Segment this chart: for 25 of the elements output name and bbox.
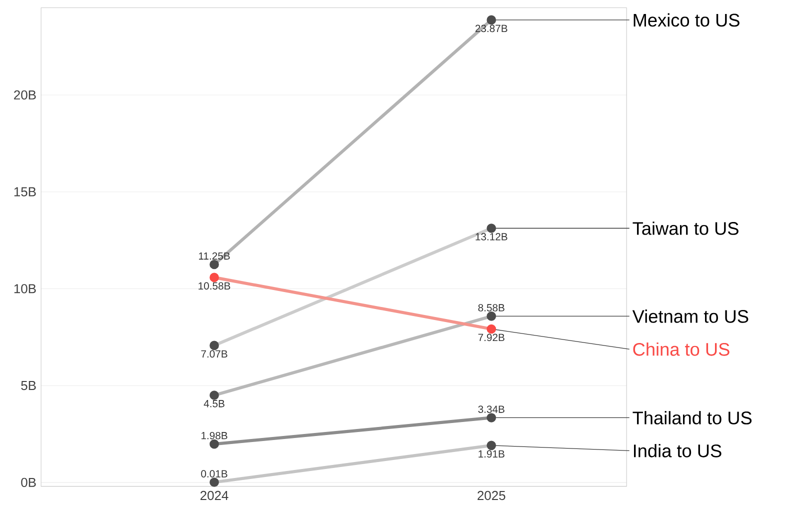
data-label: 7.07B	[201, 350, 228, 358]
text: Mexico to US	[634, 13, 740, 26]
text: Taiwan to US	[632, 221, 738, 235]
data-label: 23.87B	[475, 24, 508, 32]
data-label: 13.12B	[476, 232, 508, 240]
text: Vietnam to US	[632, 309, 748, 323]
x-tick-label: 2024	[200, 490, 228, 500]
text: Thailand to US	[632, 410, 752, 424]
text: China to US	[633, 342, 730, 356]
y-tick-label: 20B	[14, 90, 36, 100]
data-label: 1.91B	[478, 450, 504, 458]
data-label: 4.5B	[204, 400, 224, 408]
data-label: 10.58B	[198, 282, 230, 290]
data-label: 3.34B	[478, 405, 504, 413]
y-tick-label: 10B	[14, 284, 36, 294]
y-tick-label: 5B	[21, 380, 36, 390]
data-label: 11.25B	[199, 252, 230, 260]
data-label: 0.01B	[201, 470, 228, 478]
text: India to US	[634, 444, 722, 458]
y-tick-label: 15B	[14, 187, 36, 196]
data-label: 8.58B	[478, 304, 504, 312]
x-tick-label: 2025	[478, 490, 506, 500]
y-tick-label: 0B	[21, 478, 36, 487]
data-label: 7.92B	[478, 334, 504, 341]
data-label: 1.98B	[202, 432, 228, 440]
